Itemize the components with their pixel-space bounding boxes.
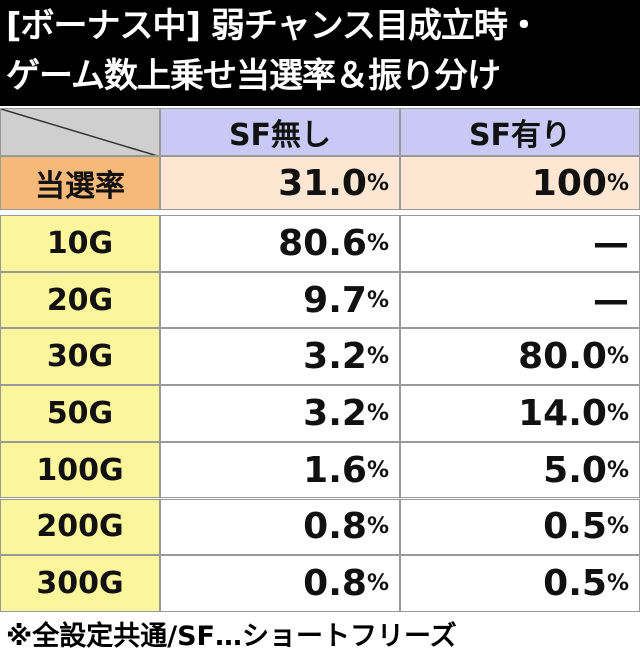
title-bar: [ボーナス中] 弱チャンス目成立時・ ゲーム数上乗せ当選率＆振り分け <box>0 0 640 106</box>
value-cell: 0.5% <box>400 498 640 556</box>
row-label: 300G <box>0 555 160 612</box>
column-header: SF無し <box>160 108 400 156</box>
row-label: 20G <box>0 271 160 329</box>
value-cell: 1.6% <box>160 441 400 499</box>
summary-value: 31.0% <box>160 156 400 210</box>
row-label: 10G <box>0 215 160 272</box>
value-cell: 9.7% <box>160 271 400 329</box>
value-cell: 3.2% <box>160 328 400 386</box>
footnote: ※全設定共通/SF…ショートフリーズ <box>6 621 457 652</box>
column-header: SF有り <box>400 108 640 156</box>
value-cell: — <box>400 215 640 272</box>
title-line: ゲーム数上乗せ当選率＆振り分け <box>6 56 501 96</box>
row-label: 100G <box>0 441 160 499</box>
corner-cell <box>0 108 160 156</box>
row-label: 50G <box>0 385 160 442</box>
value-cell: — <box>400 271 640 329</box>
value-cell: 14.0% <box>400 385 640 442</box>
value-cell: 0.8% <box>160 498 400 556</box>
value-cell: 0.5% <box>400 555 640 612</box>
title-line: [ボーナス中] 弱チャンス目成立時・ <box>6 6 541 46</box>
value-cell: 80.0% <box>400 328 640 386</box>
summary-value: 100% <box>400 156 640 210</box>
summary-label: 当選率 <box>0 156 160 210</box>
value-cell: 80.6% <box>160 215 400 272</box>
row-label: 200G <box>0 498 160 556</box>
value-cell: 3.2% <box>160 385 400 442</box>
row-label: 30G <box>0 328 160 386</box>
value-cell: 0.8% <box>160 555 400 612</box>
value-cell: 5.0% <box>400 441 640 499</box>
